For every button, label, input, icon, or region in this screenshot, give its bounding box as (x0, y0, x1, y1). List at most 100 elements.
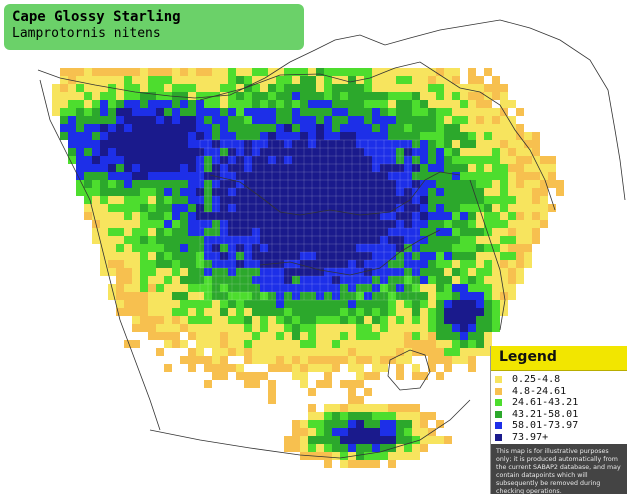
occurrence-cell (180, 244, 188, 252)
legend-item: 4.8-24.61 (495, 386, 578, 398)
occurrence-cell (140, 252, 148, 260)
occurrence-cell (284, 436, 292, 444)
occurrence-cell (276, 132, 284, 140)
occurrence-cell (428, 212, 436, 220)
occurrence-cell (132, 196, 140, 204)
occurrence-cell (484, 140, 492, 148)
occurrence-cell (540, 172, 548, 180)
occurrence-cell (116, 292, 124, 300)
occurrence-cell (140, 108, 148, 116)
occurrence-cell (468, 212, 476, 220)
occurrence-cell (252, 340, 260, 348)
occurrence-cell (252, 332, 260, 340)
occurrence-cell (156, 228, 164, 236)
occurrence-cell (204, 300, 212, 308)
occurrence-cell (108, 108, 116, 116)
occurrence-cell (348, 396, 356, 404)
occurrence-cell (476, 316, 484, 324)
occurrence-cell (284, 108, 292, 116)
occurrence-cell (132, 68, 140, 76)
occurrence-cell (188, 284, 196, 292)
occurrence-cell (372, 132, 380, 140)
occurrence-cell (132, 84, 140, 92)
occurrence-cell (164, 308, 172, 316)
occurrence-cell (276, 68, 284, 76)
occurrence-cell (116, 124, 124, 132)
occurrence-cell (196, 92, 204, 100)
occurrence-cell (396, 124, 404, 132)
occurrence-cell (324, 324, 332, 332)
occurrence-cell (340, 324, 348, 332)
occurrence-cell (132, 340, 140, 348)
occurrence-cell (300, 428, 308, 436)
occurrence-cell (188, 300, 196, 308)
occurrence-cell (164, 284, 172, 292)
occurrence-cell (532, 156, 540, 164)
occurrence-cell (484, 244, 492, 252)
occurrence-cell (268, 300, 276, 308)
occurrence-cell (292, 132, 300, 140)
occurrence-cell (420, 204, 428, 212)
occurrence-cell (420, 148, 428, 156)
occurrence-cell (524, 164, 532, 172)
occurrence-cell (76, 180, 84, 188)
occurrence-cell (356, 412, 364, 420)
occurrence-cell (420, 108, 428, 116)
occurrence-cell (188, 276, 196, 284)
occurrence-cell (268, 68, 276, 76)
occurrence-cell (260, 68, 268, 76)
occurrence-cell (428, 124, 436, 132)
occurrence-cell (172, 76, 180, 84)
occurrence-cell (228, 92, 236, 100)
occurrence-cell (132, 180, 140, 188)
occurrence-cell (204, 76, 212, 84)
occurrence-cell (156, 204, 164, 212)
occurrence-cell (476, 340, 484, 348)
occurrence-cell (188, 228, 196, 236)
occurrence-cell (340, 132, 348, 140)
occurrence-cell (364, 100, 372, 108)
occurrence-cell (428, 164, 436, 172)
occurrence-cell (556, 188, 564, 196)
occurrence-cell (292, 372, 300, 380)
occurrence-cell (220, 76, 228, 84)
occurrence-cell (220, 324, 228, 332)
occurrence-cell (364, 460, 372, 468)
occurrence-cell (348, 68, 356, 76)
occurrence-cell (428, 196, 436, 204)
occurrence-cell (420, 332, 428, 340)
occurrence-cell (188, 100, 196, 108)
occurrence-cell (452, 164, 460, 172)
occurrence-cell (380, 316, 388, 324)
occurrence-cell (452, 348, 460, 356)
occurrence-cell (148, 276, 156, 284)
occurrence-cell (108, 148, 116, 156)
occurrence-cell (180, 212, 188, 220)
occurrence-cell (244, 324, 252, 332)
occurrence-cell (124, 164, 132, 172)
occurrence-cell (492, 228, 500, 236)
occurrence-cell (348, 340, 356, 348)
occurrence-cell (348, 380, 356, 388)
occurrence-cell (444, 124, 452, 132)
occurrence-cell (156, 260, 164, 268)
occurrence-cell (124, 268, 132, 276)
occurrence-cell (428, 252, 436, 260)
occurrence-cell (484, 260, 492, 268)
occurrence-cell (124, 140, 132, 148)
occurrence-cell (180, 268, 188, 276)
occurrence-cell (420, 220, 428, 228)
occurrence-cell (420, 84, 428, 92)
occurrence-cell (444, 108, 452, 116)
occurrence-cell (116, 188, 124, 196)
occurrence-cell (180, 116, 188, 124)
occurrence-cell (68, 156, 76, 164)
occurrence-cell (452, 236, 460, 244)
occurrence-cell (140, 300, 148, 308)
occurrence-cell (284, 132, 292, 140)
occurrence-cell (332, 356, 340, 364)
occurrence-cell (252, 308, 260, 316)
occurrence-cell (396, 68, 404, 76)
occurrence-cell (516, 260, 524, 268)
occurrence-cell (420, 140, 428, 148)
